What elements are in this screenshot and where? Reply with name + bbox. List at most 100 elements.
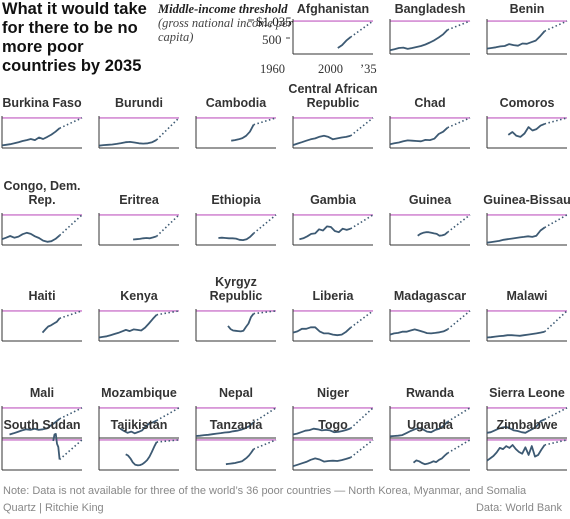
country-label-sierra-leone: Sierra Leone [489, 386, 565, 400]
country-label-eritrea: Eritrea [119, 193, 159, 207]
projection-line-comoros [544, 117, 568, 125]
footer-note: Note: Data is not available for three of… [3, 485, 527, 497]
projection-line-congo-dem-rep [59, 214, 83, 236]
history-line-burkina-faso [1, 127, 61, 147]
projection-line-madagascar [447, 310, 471, 330]
projection-line-eritrea [156, 214, 180, 237]
history-line-madagascar [389, 328, 448, 336]
country-label-central-african-republic: Central African Republic [288, 82, 378, 110]
country-label-chad: Chad [414, 96, 446, 110]
legend-label-rest: (gross national income per capita) [158, 16, 293, 44]
history-line-ethiopia [218, 232, 255, 241]
country-label-comoros: Comoros [499, 96, 555, 110]
history-line-central-african-republic [292, 134, 351, 146]
projection-line-burkina-faso [59, 117, 83, 129]
footer-source: Data: World Bank [475, 502, 562, 514]
history-line-tajikistan [125, 441, 158, 467]
projection-line-sierra-leone [544, 407, 568, 421]
projection-line-mozambique [156, 407, 180, 422]
projection-line-south-sudan [59, 439, 83, 461]
country-label-tanzania: Tanzania [209, 418, 263, 432]
projection-line-cambodia [253, 117, 277, 126]
projection-line-guinea-bissau [544, 214, 568, 229]
country-label-ethiopia: Ethiopia [211, 193, 261, 207]
projection-line-niger [350, 407, 374, 429]
projection-line-afghanistan [350, 20, 374, 38]
projection-line-guinea [447, 214, 471, 233]
legend-label-bold: Middle-income threshold [158, 2, 288, 16]
country-label-kenya: Kenya [120, 289, 158, 303]
history-line-south-sudan [52, 433, 61, 460]
history-line-zimbabwe [486, 444, 546, 462]
country-label-cambodia: Cambodia [205, 96, 267, 110]
projection-line-central-african-republic [350, 117, 374, 137]
projection-line-zimbabwe [544, 439, 568, 446]
projection-line-uganda [447, 439, 471, 454]
projection-line-malawi [544, 310, 568, 333]
history-line-benin [486, 30, 546, 50]
history-line-rwanda [389, 421, 449, 438]
history-line-uganda [412, 452, 449, 466]
country-label-mozambique: Mozambique [101, 386, 177, 400]
country-label-nepal: Nepal [218, 386, 254, 400]
country-label-bangladesh: Bangladesh [394, 2, 466, 16]
history-line-liberia [292, 326, 352, 337]
legend-threshold-value: $1,035 [256, 14, 292, 29]
chart-title: What it would take for there to be no mo… [2, 0, 147, 75]
history-line-niger [292, 427, 351, 436]
projection-line-bangladesh [447, 20, 471, 31]
country-label-gambia: Gambia [310, 193, 356, 207]
country-label-benin: Benin [509, 2, 545, 16]
country-label-burkina-faso: Burkina Faso [2, 96, 82, 110]
country-label-madagascar: Madagascar [393, 289, 467, 303]
history-line-guinea [417, 231, 449, 237]
projection-line-mali [59, 407, 83, 420]
country-label-afghanistan: Afghanistan [296, 2, 370, 16]
country-label-malawi: Malawi [506, 289, 548, 303]
country-label-tajikistan: Tajikistan [110, 418, 168, 432]
history-line-bangladesh [389, 29, 449, 52]
history-line-chad [389, 126, 449, 146]
history-line-haiti [41, 317, 61, 334]
projection-line-ethiopia [253, 214, 277, 234]
country-label-guinea: Guinea [408, 193, 452, 207]
history-line-kyrgyz-republic [227, 313, 255, 333]
history-line-sierra-leone [486, 418, 545, 434]
legend-year-start: 1960 [260, 62, 285, 76]
country-label-zimbabwe: Zimbabwe [496, 418, 558, 432]
history-line-cambodia [231, 124, 255, 142]
history-line-mozambique [119, 419, 158, 435]
history-line-gambia [299, 225, 351, 241]
footer-credit: Quartz | Ritchie King [3, 502, 104, 514]
projection-line-gambia [350, 214, 374, 230]
history-line-congo-dem-rep [1, 231, 61, 243]
country-label-burundi: Burundi [115, 96, 163, 110]
legend-label: Middle-income threshold (gross national … [158, 2, 298, 44]
history-line-tanzania [225, 448, 255, 466]
history-line-nepal [195, 421, 255, 437]
country-label-south-sudan: South Sudan [3, 418, 81, 432]
country-label-niger: Niger [317, 386, 349, 400]
legend-year-mid: 2000 [318, 62, 343, 76]
country-label-kyrgyz-republic: Kyrgyz Republic [209, 275, 263, 303]
history-line-burundi [98, 139, 158, 147]
projection-line-nepal [253, 407, 277, 423]
country-label-haiti: Haiti [28, 289, 56, 303]
projection-line-rwanda [447, 407, 471, 423]
history-line-afghanistan [337, 36, 352, 49]
history-line-mali [9, 418, 61, 436]
projection-line-chad [447, 117, 471, 129]
history-line-malawi [486, 330, 545, 339]
country-label-mali: Mali [29, 386, 55, 400]
country-label-congo-dem-rep: Congo, Dem. Rep. [3, 179, 81, 207]
legend-year-end: ’35 [360, 62, 377, 76]
history-line-kenya [98, 314, 158, 339]
history-line-guinea-bissau [486, 226, 546, 244]
projection-line-benin [544, 20, 568, 32]
country-label-liberia: Liberia [312, 289, 354, 303]
country-label-uganda: Uganda [407, 418, 453, 432]
projection-line-burundi [156, 117, 180, 141]
country-label-togo: Togo [318, 418, 348, 432]
country-label-rwanda: Rwanda [406, 386, 454, 400]
history-line-togo [292, 456, 351, 468]
